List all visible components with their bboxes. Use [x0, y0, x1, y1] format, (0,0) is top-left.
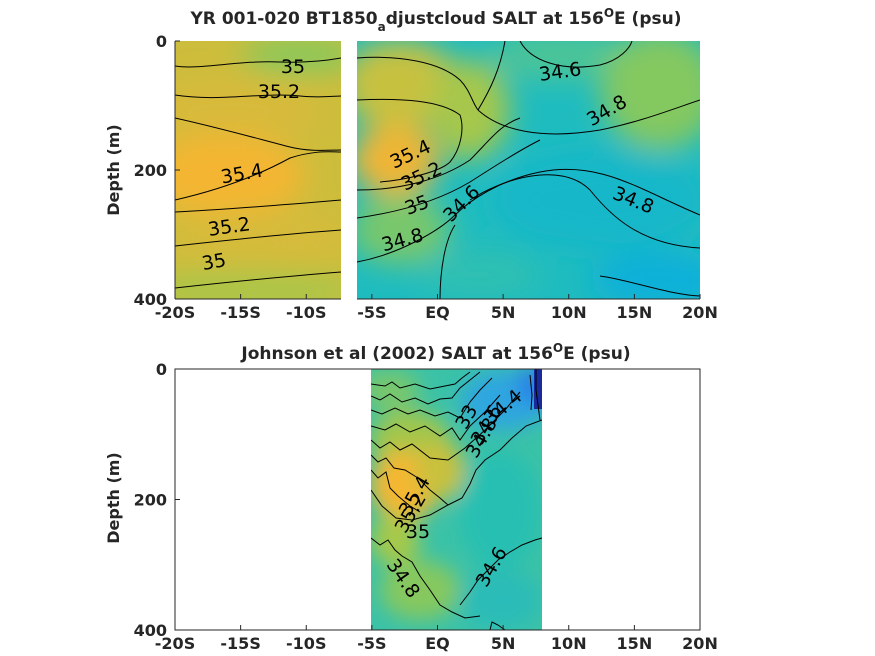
panel-model: YR 001-020 BT1850adjustcloud SALT at 156… [104, 6, 718, 322]
x-tick-label: -10S [286, 634, 326, 653]
panel1-title: YR 001-020 BT1850adjustcloud SALT at 156… [190, 6, 682, 34]
panel1-field-north [357, 41, 700, 299]
contour-label: 35.2 [258, 81, 300, 103]
y-tick-label: 200 [134, 491, 167, 510]
contour-label: 35 [200, 249, 228, 275]
y-tick-label: 0 [156, 32, 167, 51]
x-tick-label: 10N [551, 634, 587, 653]
x-tick-label: -10S [286, 303, 326, 322]
x-tick-label: -5S [357, 634, 386, 653]
panel2-title: Johnson et al (2002) SALT at 156OE (psu) [240, 341, 630, 364]
x-tick-label: EQ [425, 303, 450, 322]
y-tick-label: 0 [156, 360, 167, 379]
panel1-axes: -20S -15S -10S -5S EQ 5N 10N 15N 20N 0 200 400 Dep… [104, 32, 718, 322]
panel2-field [371, 369, 542, 630]
x-tick-label: -5S [357, 303, 386, 322]
x-tick-label: 15N [617, 303, 653, 322]
panel2-ylabel: Depth (m) [104, 452, 123, 544]
contour-label: 35 [406, 521, 430, 543]
x-tick-label: 15N [617, 634, 653, 653]
x-tick-label: -15S [220, 303, 260, 322]
x-tick-label: 20N [682, 303, 718, 322]
panel-observed: Johnson et al (2002) SALT at 156OE (psu) [104, 341, 718, 653]
y-tick-label: 200 [134, 161, 167, 180]
contour-label: 35 [281, 56, 305, 78]
x-tick-label: -15S [220, 634, 260, 653]
panel1-ylabel: Depth (m) [104, 124, 123, 216]
x-tick-label: -20S [155, 634, 195, 653]
x-tick-label: EQ [425, 634, 450, 653]
x-tick-label: 10N [551, 303, 587, 322]
y-tick-label: 400 [134, 621, 167, 640]
panel2-axes: -20S -15S -10S -5S EQ 5N 10N 15N 20N 0 200 400 Dep… [104, 360, 718, 653]
x-tick-label: 5N [491, 303, 516, 322]
x-tick-label: 5N [491, 634, 516, 653]
y-tick-label: 400 [134, 290, 167, 309]
x-tick-label: -20S [155, 303, 195, 322]
x-tick-label: 20N [682, 634, 718, 653]
